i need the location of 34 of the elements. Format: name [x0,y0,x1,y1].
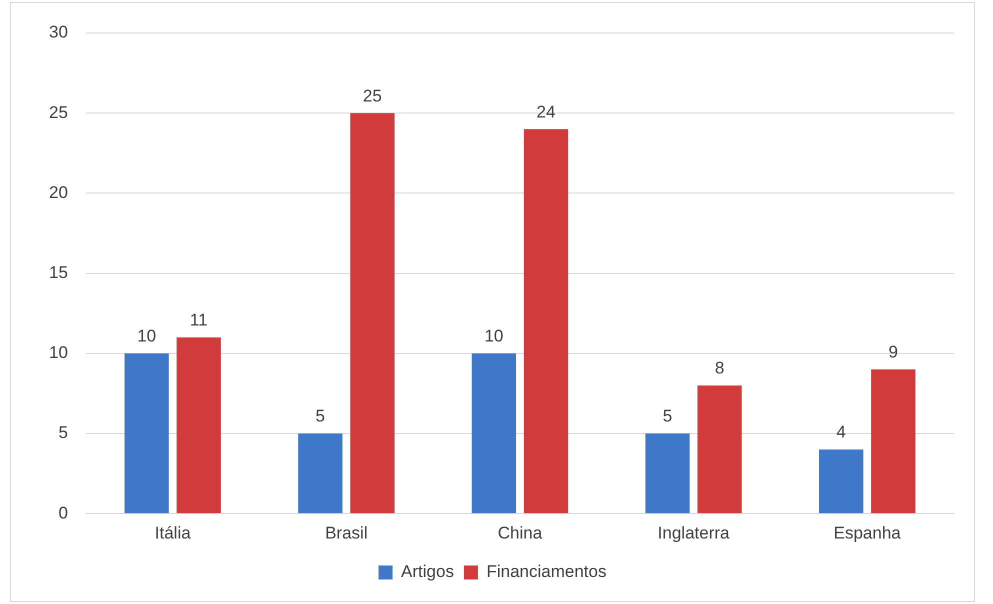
bar [645,434,690,514]
data-label: 5 [316,406,326,426]
y-tick-label: 0 [58,503,68,522]
data-label: 9 [888,342,898,362]
bar [124,353,169,514]
bar [819,450,864,514]
data-label: 8 [714,358,724,378]
data-label: 10 [137,326,156,346]
data-label: 25 [362,86,382,106]
bar [472,353,516,514]
bar [298,434,342,514]
data-label: 5 [662,406,672,426]
bar [524,129,568,514]
x-tick-label: China [498,523,543,542]
x-tick-label: Inglaterra [658,523,730,542]
y-tick-label: 30 [48,22,68,42]
y-tick-label: 25 [48,102,68,122]
y-tick-label: 5 [58,423,68,442]
y-tick-label: 20 [48,182,68,202]
bar [176,337,221,514]
x-tick-label: Itália [154,523,192,542]
y-tick-label: 10 [48,343,68,362]
legend-label: Financiamentos [486,562,606,582]
data-label: 10 [484,326,504,346]
legend-label: Artigos [401,562,454,582]
data-label: 11 [190,310,208,330]
y-tick-label: 15 [48,262,68,282]
bar [697,385,742,514]
data-label: 24 [536,102,556,122]
data-label: 4 [836,422,846,442]
bar [350,113,395,514]
x-tick-label: Brasil [325,523,368,542]
bar [871,369,916,514]
x-tick-label: Espanha [834,523,902,542]
